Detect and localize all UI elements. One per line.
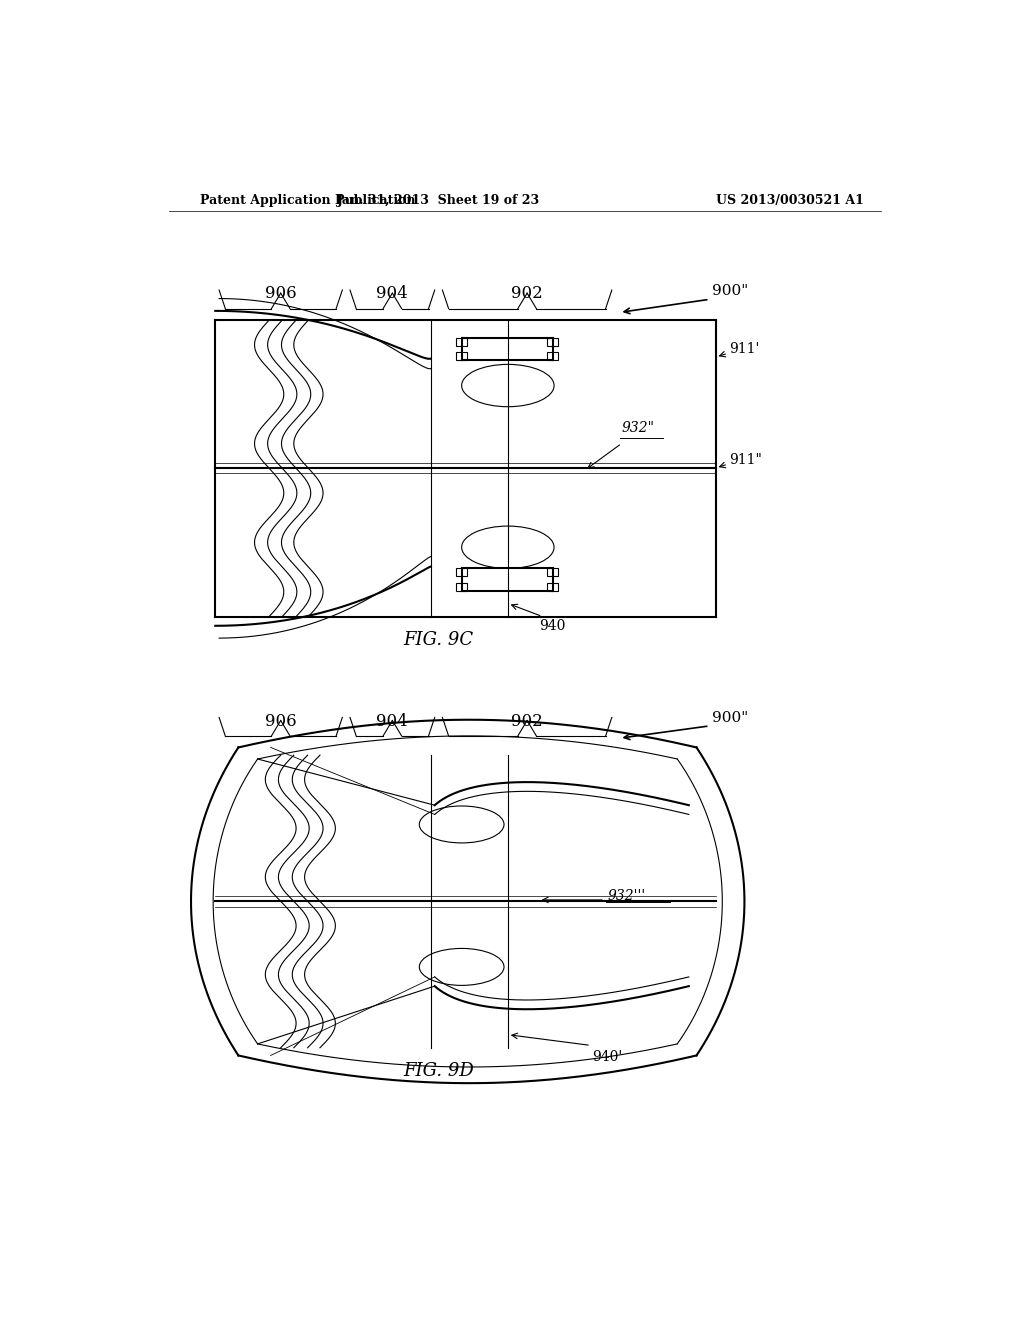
Text: Jan. 31, 2013  Sheet 19 of 23: Jan. 31, 2013 Sheet 19 of 23: [337, 194, 540, 207]
Text: US 2013/0030521 A1: US 2013/0030521 A1: [716, 194, 863, 207]
Text: 904: 904: [377, 285, 409, 302]
Text: 911": 911": [730, 453, 763, 467]
Ellipse shape: [419, 948, 504, 985]
Text: 940: 940: [539, 619, 565, 632]
Text: 902: 902: [511, 285, 543, 302]
Ellipse shape: [462, 527, 554, 569]
Text: 906: 906: [265, 285, 297, 302]
Bar: [457, 568, 467, 576]
Text: 902: 902: [511, 713, 543, 730]
Text: 906: 906: [265, 713, 297, 730]
Text: Patent Application Publication: Patent Application Publication: [200, 194, 416, 207]
Ellipse shape: [462, 364, 554, 407]
Text: FIG. 9C: FIG. 9C: [403, 631, 474, 648]
Text: 932": 932": [622, 421, 654, 434]
Bar: [547, 338, 558, 346]
Text: 940': 940': [593, 1051, 623, 1064]
Text: 904: 904: [377, 713, 409, 730]
Bar: [457, 352, 467, 360]
Bar: [457, 583, 467, 591]
Text: 900": 900": [712, 711, 749, 725]
Text: 932''': 932''': [608, 890, 646, 903]
Bar: [547, 583, 558, 591]
Text: 900": 900": [712, 284, 749, 298]
Text: 911': 911': [730, 342, 760, 356]
Text: FIG. 9D: FIG. 9D: [403, 1061, 474, 1080]
Bar: [547, 568, 558, 576]
Ellipse shape: [419, 807, 504, 843]
Bar: [457, 338, 467, 346]
Bar: [547, 352, 558, 360]
